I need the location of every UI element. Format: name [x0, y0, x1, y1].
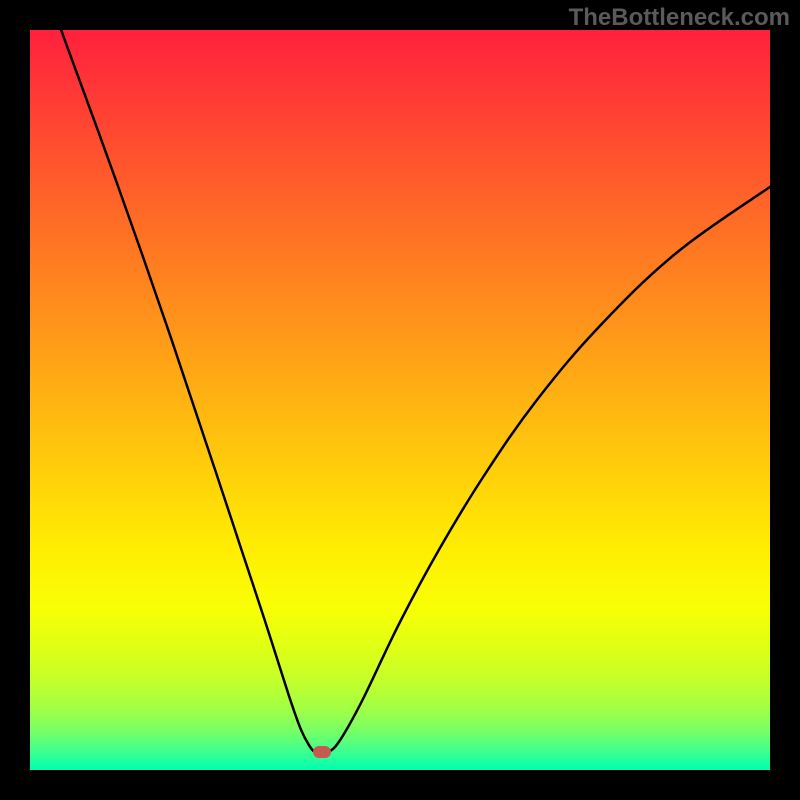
plot-area: [30, 30, 770, 770]
watermark: TheBottleneck.com: [569, 4, 790, 32]
bottleneck-curve: [30, 30, 770, 770]
optimum-marker: [313, 746, 331, 758]
